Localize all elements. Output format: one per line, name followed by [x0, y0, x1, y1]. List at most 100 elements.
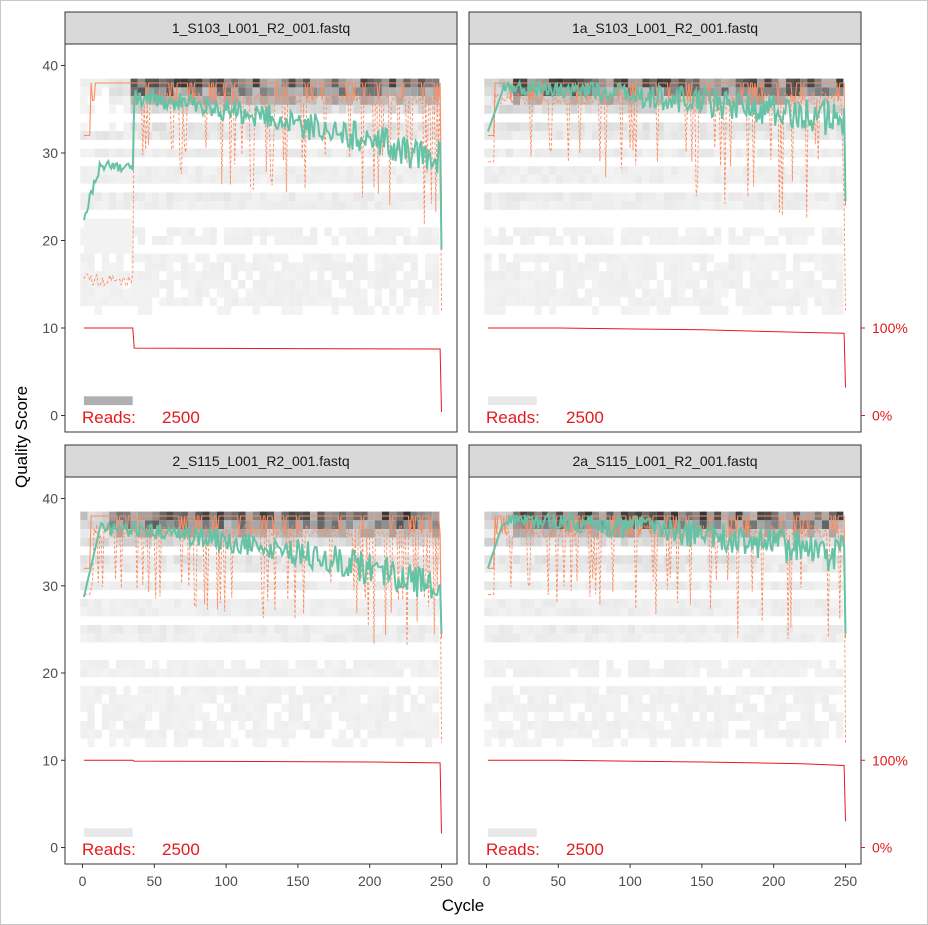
heatmap-tile — [793, 529, 801, 538]
heatmap-tile — [389, 520, 397, 529]
heatmap-tile — [360, 668, 368, 678]
heatmap-tile — [310, 625, 318, 634]
heatmap-tile — [173, 297, 181, 307]
heatmap-tile — [556, 563, 564, 573]
heatmap-tile — [374, 537, 382, 547]
heatmap-tile — [202, 520, 210, 529]
heatmap-tile — [750, 262, 758, 272]
heatmap-tile — [577, 148, 585, 158]
heatmap-tile — [324, 598, 332, 608]
heatmap-tile — [216, 555, 224, 564]
heatmap-tile — [742, 131, 750, 140]
heatmap-tile — [109, 721, 117, 730]
heatmap-tile — [338, 694, 346, 704]
heatmap-tile — [410, 598, 418, 608]
heatmap-tile — [159, 581, 167, 591]
heatmap-tile — [513, 537, 521, 547]
heatmap-tile — [584, 271, 593, 280]
heatmap-tile — [814, 262, 822, 272]
heatmap-tile — [410, 633, 418, 643]
heatmap-tile — [310, 703, 318, 713]
heatmap-tile — [556, 607, 564, 617]
heatmap-tile — [87, 192, 95, 202]
heatmap-tile — [563, 581, 571, 591]
heatmap-tile — [130, 174, 138, 184]
heatmap-tile — [381, 279, 390, 289]
heatmap-tile — [778, 625, 786, 634]
heatmap-tile — [613, 122, 621, 132]
heatmap-tile — [577, 607, 585, 617]
heatmap-tile — [267, 537, 275, 547]
heatmap-tile — [374, 686, 382, 695]
heatmap-tile — [620, 738, 628, 748]
heatmap-tile — [346, 703, 354, 713]
heatmap-tile — [513, 712, 521, 721]
heatmap-tile — [109, 633, 117, 643]
heatmap-tile — [389, 131, 397, 140]
heatmap-tile — [764, 174, 772, 184]
heatmap-tile — [353, 659, 361, 669]
heatmap-tile — [101, 703, 110, 713]
heatmap-tile — [188, 271, 196, 280]
heatmap-tile — [245, 288, 253, 298]
heatmap-tile — [793, 87, 801, 97]
heatmap-tile — [793, 625, 801, 634]
heatmap-tile — [836, 563, 844, 573]
heatmap-tile — [216, 668, 224, 678]
heatmap-tile — [513, 633, 521, 643]
heatmap-tile — [223, 288, 232, 298]
heatmap-tile — [764, 236, 772, 245]
heatmap-tile — [563, 529, 571, 538]
heatmap-tile — [635, 297, 643, 307]
heatmap-tile — [331, 703, 339, 713]
heatmap-tile — [166, 537, 174, 547]
heatmap-tile — [417, 279, 425, 289]
heatmap-tile — [627, 201, 636, 210]
heatmap-tile — [706, 511, 715, 521]
heatmap-tile — [238, 192, 246, 202]
heatmap-tile — [563, 555, 571, 564]
heatmap-tile — [245, 694, 253, 704]
heatmap-tile — [137, 166, 145, 175]
heatmap-tile — [764, 166, 772, 175]
heatmap-tile — [635, 192, 643, 202]
heatmap-tile — [699, 104, 707, 114]
heatmap-tile — [130, 625, 138, 634]
heatmap-tile — [353, 262, 361, 272]
heatmap-tile — [534, 262, 542, 272]
heatmap-tile — [505, 607, 514, 617]
heatmap-tile — [425, 227, 433, 237]
heatmap-tile — [389, 122, 397, 132]
heatmap-tile — [814, 738, 822, 748]
heatmap-tile — [836, 192, 844, 202]
heatmap-tile — [137, 555, 145, 564]
heatmap-tile — [821, 271, 829, 280]
heatmap-tile — [331, 581, 339, 591]
heatmap-tile — [800, 166, 808, 175]
heatmap-tile — [223, 166, 232, 175]
heatmap-tile — [80, 625, 88, 634]
heatmap-tile — [188, 122, 196, 132]
heatmap-tile — [800, 555, 808, 564]
heatmap-tile — [245, 598, 253, 608]
heatmap-tile — [821, 529, 829, 538]
heatmap-tile — [367, 122, 375, 132]
heatmap-tile — [685, 201, 693, 210]
heatmap-tile — [80, 529, 88, 538]
heatmap-tile — [498, 581, 506, 591]
heatmap-tile — [432, 131, 440, 140]
heatmap-tile — [267, 297, 275, 307]
heatmap-tile — [484, 511, 492, 521]
heatmap-tile — [505, 271, 514, 280]
heatmap-tile — [302, 659, 311, 669]
heatmap-tile — [505, 174, 514, 184]
heatmap-tile — [778, 520, 786, 529]
heatmap-tile — [259, 262, 267, 272]
heatmap-tile — [549, 686, 557, 695]
heatmap-tile — [635, 131, 643, 140]
heatmap-tile — [374, 607, 382, 617]
heatmap-tile — [353, 712, 361, 721]
heatmap-tile — [592, 694, 600, 704]
heatmap-tile — [101, 555, 110, 564]
